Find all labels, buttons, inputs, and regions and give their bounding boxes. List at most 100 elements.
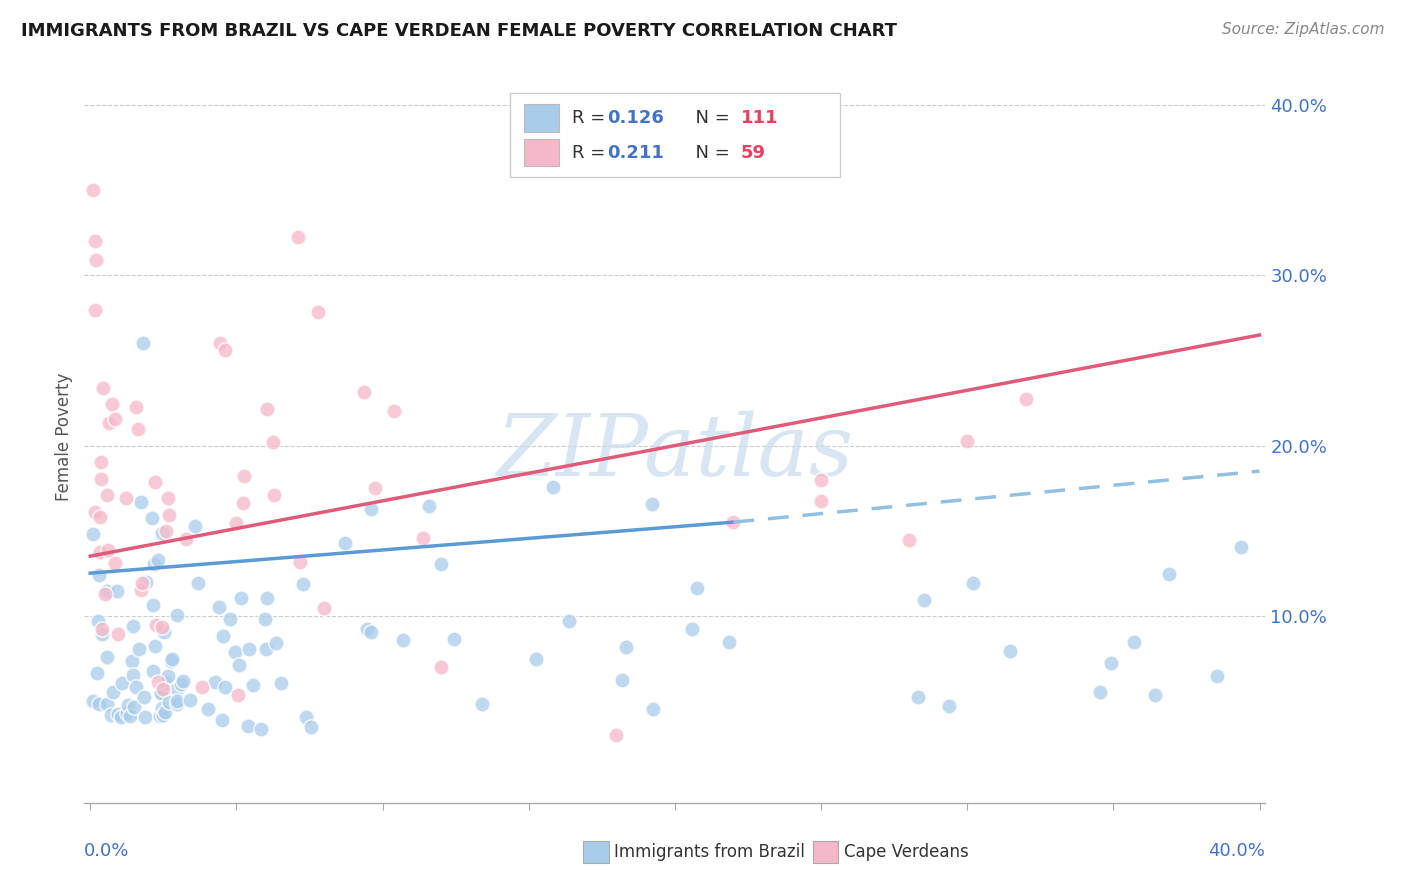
- Point: [543, 480, 565, 494]
- Point: [87, 567, 110, 582]
- Point: [262, 434, 284, 449]
- Point: [184, 518, 207, 533]
- Text: N =: N =: [685, 144, 735, 161]
- Point: [97, 416, 120, 430]
- Point: [86, 666, 108, 681]
- Point: [176, 533, 198, 547]
- Point: [96, 584, 118, 599]
- Point: [208, 336, 231, 351]
- Point: [129, 582, 152, 597]
- Point: [1123, 635, 1146, 649]
- Point: [118, 709, 141, 723]
- Point: [132, 335, 155, 350]
- Text: ZIPatlas: ZIPatlas: [496, 410, 853, 493]
- Bar: [523, 138, 560, 167]
- Point: [166, 681, 188, 696]
- Point: [191, 680, 214, 694]
- Point: [212, 629, 235, 643]
- Point: [83, 235, 105, 249]
- Point: [82, 527, 104, 541]
- Point: [228, 657, 250, 672]
- Point: [143, 475, 166, 490]
- Point: [250, 723, 273, 737]
- Point: [143, 639, 166, 653]
- Point: [156, 669, 179, 683]
- Point: [110, 710, 132, 724]
- Point: [294, 710, 316, 724]
- Point: [90, 472, 112, 486]
- Point: [141, 511, 163, 525]
- Point: [103, 412, 125, 426]
- Point: [127, 422, 149, 436]
- Point: [153, 705, 176, 719]
- Point: [107, 627, 129, 641]
- Point: [104, 556, 127, 570]
- Point: [299, 720, 322, 734]
- Point: [100, 708, 122, 723]
- Point: [810, 473, 832, 487]
- Point: [150, 701, 173, 715]
- Text: Source: ZipAtlas.com: Source: ZipAtlas.com: [1222, 22, 1385, 37]
- Point: [641, 496, 664, 510]
- Point: [214, 343, 236, 358]
- Point: [96, 649, 118, 664]
- Point: [253, 612, 276, 626]
- Point: [129, 494, 152, 508]
- Point: [155, 524, 177, 538]
- Point: [103, 685, 125, 699]
- Point: [135, 574, 157, 589]
- Point: [149, 686, 172, 700]
- Point: [124, 401, 146, 415]
- Point: [145, 618, 167, 632]
- Point: [160, 654, 183, 668]
- Point: [382, 403, 405, 417]
- Point: [142, 598, 165, 612]
- Point: [353, 384, 375, 399]
- Point: [134, 690, 156, 704]
- Point: [82, 183, 104, 197]
- Point: [110, 676, 132, 690]
- Point: [166, 608, 188, 623]
- Text: 111: 111: [741, 109, 779, 128]
- Point: [169, 677, 191, 691]
- Point: [84, 253, 107, 268]
- Point: [392, 632, 415, 647]
- Point: [1000, 644, 1022, 658]
- Text: N =: N =: [685, 109, 735, 128]
- Point: [224, 645, 246, 659]
- Text: R =: R =: [572, 109, 612, 128]
- Point: [225, 516, 247, 530]
- Point: [101, 397, 124, 411]
- Point: [166, 698, 188, 712]
- Text: R =: R =: [572, 144, 612, 161]
- Point: [186, 576, 208, 591]
- Point: [166, 694, 188, 708]
- Point: [143, 557, 166, 571]
- Point: [122, 668, 145, 682]
- Point: [962, 576, 984, 591]
- Point: [90, 622, 112, 636]
- Point: [686, 581, 709, 595]
- Point: [155, 676, 177, 690]
- Point: [232, 496, 254, 510]
- Point: [430, 558, 453, 572]
- Text: 59: 59: [741, 144, 766, 161]
- Point: [179, 693, 201, 707]
- Point: [134, 710, 156, 724]
- Point: [156, 491, 179, 505]
- Point: [810, 494, 832, 508]
- Point: [256, 591, 278, 605]
- Point: [443, 632, 465, 647]
- Point: [912, 593, 935, 607]
- Point: [152, 708, 174, 723]
- Y-axis label: Female Poverty: Female Poverty: [55, 373, 73, 501]
- Point: [335, 536, 357, 550]
- Point: [159, 508, 181, 522]
- Point: [360, 502, 382, 516]
- Point: [117, 698, 139, 713]
- Point: [91, 381, 114, 395]
- Point: [152, 682, 174, 697]
- Point: [89, 697, 111, 711]
- Point: [526, 652, 548, 666]
- Point: [1206, 669, 1229, 683]
